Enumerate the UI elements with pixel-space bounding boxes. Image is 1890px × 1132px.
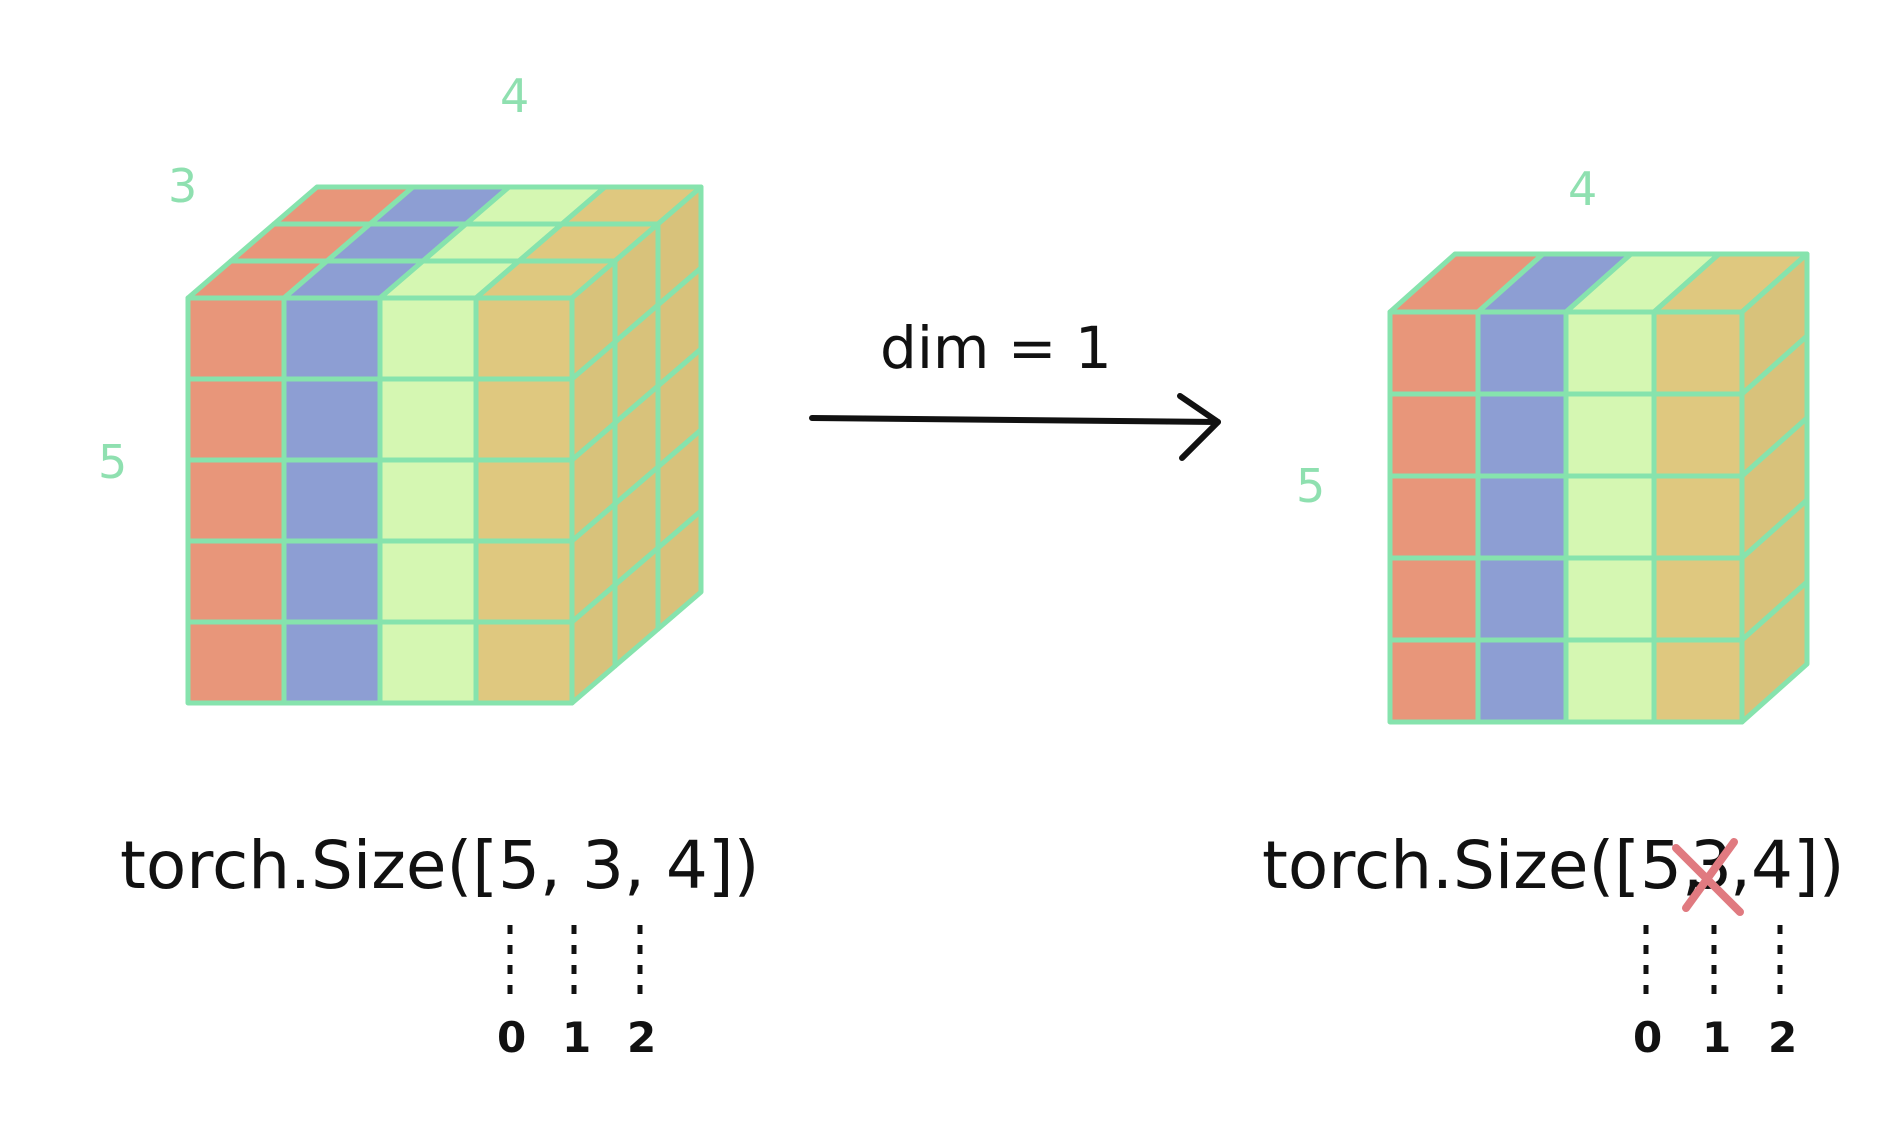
front-cell	[281, 295, 383, 382]
front-cell	[377, 619, 479, 706]
front-cell	[281, 376, 383, 463]
front-cell	[1651, 555, 1745, 643]
left-dim-index-1: 1	[562, 1013, 591, 1062]
front-cell	[377, 376, 479, 463]
front-cell	[281, 619, 383, 706]
front-cell	[1387, 637, 1481, 725]
right-dim-index-markers: 0 1 2	[1633, 925, 1797, 1062]
front-cell	[1651, 391, 1745, 479]
front-cell	[185, 538, 287, 625]
strike-cross	[1672, 838, 1744, 916]
front-cell	[377, 538, 479, 625]
front-cell	[1475, 473, 1569, 561]
front-cell	[377, 295, 479, 382]
front-cell	[1563, 637, 1657, 725]
front-cell	[1651, 309, 1745, 397]
front-cell	[1475, 555, 1569, 643]
front-cell	[1475, 391, 1569, 479]
arrow-head	[1177, 393, 1221, 461]
left-size-text: torch.Size([5, 3, 4])	[120, 827, 759, 904]
front-cell	[1387, 473, 1481, 561]
right-cols-label: 4	[1568, 162, 1597, 216]
front-cell	[1563, 555, 1657, 643]
left-tensor-cube	[185, 184, 704, 706]
front-cell	[473, 376, 575, 463]
right-size-text: torch.Size([5, 3 ,4])	[1262, 827, 1844, 916]
front-cell	[473, 619, 575, 706]
front-cell	[473, 295, 575, 382]
right-dim-index-1: 1	[1702, 1013, 1731, 1062]
front-cell	[473, 538, 575, 625]
front-cell	[1387, 391, 1481, 479]
left-dim-index-2: 2	[627, 1013, 656, 1062]
front-cell	[1563, 309, 1657, 397]
right-size-suffix: ,4])	[1730, 827, 1844, 904]
arrow-shaft	[809, 415, 1221, 425]
right-dim-index-2: 2	[1768, 1013, 1797, 1062]
front-cell	[185, 295, 287, 382]
left-depth-label: 3	[168, 159, 197, 213]
left-cols-label: 4	[500, 69, 529, 123]
right-size-prefix: torch.Size([5,	[1262, 827, 1703, 904]
arrow: dim = 1	[809, 314, 1221, 461]
front-cell	[281, 538, 383, 625]
right-tensor-cube	[1387, 251, 1810, 725]
right-rows-label: 5	[1296, 459, 1325, 513]
front-cell	[185, 619, 287, 706]
front-cell	[281, 457, 383, 544]
front-cell	[1387, 555, 1481, 643]
front-cell	[185, 457, 287, 544]
front-cell	[473, 457, 575, 544]
front-cell	[185, 376, 287, 463]
front-cell	[1387, 309, 1481, 397]
front-cell	[1563, 391, 1657, 479]
left-dim-index-markers: 0 1 2	[497, 925, 656, 1062]
left-dim-index-0: 0	[497, 1013, 526, 1062]
front-cell	[1651, 637, 1745, 725]
left-rows-label: 5	[98, 435, 127, 489]
front-cell	[1563, 473, 1657, 561]
right-dim-index-0: 0	[1633, 1013, 1662, 1062]
front-cell	[377, 457, 479, 544]
front-cell	[1475, 637, 1569, 725]
front-cell	[1475, 309, 1569, 397]
arrow-label: dim = 1	[880, 314, 1112, 382]
front-cell	[1651, 473, 1745, 561]
